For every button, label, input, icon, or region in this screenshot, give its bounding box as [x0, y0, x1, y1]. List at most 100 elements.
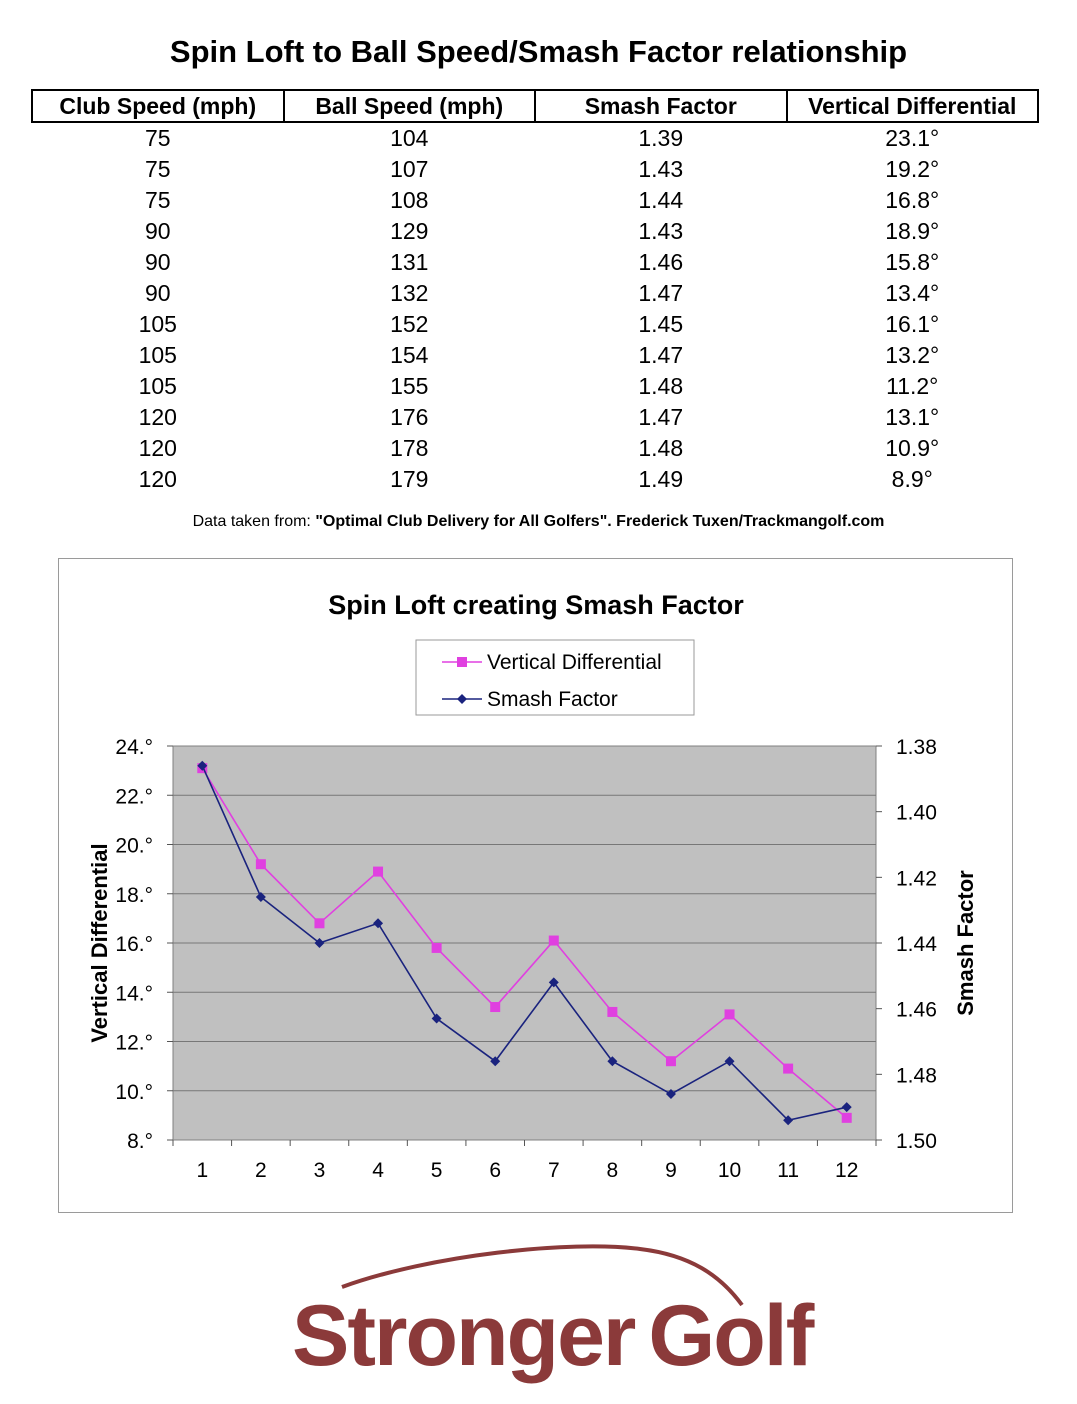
table-cell: 10.9° — [885, 435, 940, 461]
legend-label: Smash Factor — [487, 688, 618, 711]
y2-axis-title: Smash Factor — [953, 870, 978, 1016]
table-row: 120 176 1.47 13.1° — [32, 402, 1038, 433]
legend-marker-square — [457, 657, 467, 667]
x-tick-label: 9 — [665, 1159, 677, 1182]
y-axis-title: Vertical Differential — [87, 843, 112, 1042]
source-citation: "Optimal Club Delivery for All Golfers".… — [315, 513, 885, 530]
table-cell: 120 — [138, 435, 177, 461]
y-tick-label: 24.° — [115, 736, 153, 759]
table-header-cell: Vertical Differential — [785, 89, 1039, 123]
x-tick-label: 3 — [314, 1159, 326, 1182]
table-cell: 1.45 — [638, 311, 684, 337]
y2-tick-label: 1.40 — [896, 802, 937, 825]
table-row: 105 152 1.45 16.1° — [32, 309, 1038, 340]
x-tick-label: 11 — [777, 1159, 799, 1182]
table-cell: 105 — [138, 342, 177, 368]
table-row: 90 131 1.46 15.8° — [32, 247, 1038, 278]
vertical-differential-point — [783, 1063, 794, 1074]
page-title: Spin Loft to Ball Speed/Smash Factor rel… — [169, 34, 908, 69]
table-cell: 8.9° — [891, 466, 933, 492]
table-cell: 75 — [144, 125, 171, 151]
chart: Spin Loft creating Smash Factor Vertical … — [87, 590, 978, 1182]
table-cell: 11.2° — [886, 373, 939, 399]
smash-factor-point — [724, 1056, 735, 1067]
table-cell: 1.44 — [638, 187, 684, 213]
x-tick-label: 8 — [607, 1159, 619, 1182]
smash-factor-point — [255, 892, 266, 903]
y-tick-label: 10.° — [115, 1081, 153, 1104]
table-cell: 75 — [144, 187, 171, 213]
table-row: 75 107 1.43 19.2° — [32, 154, 1038, 185]
table-cell: 19.2° — [885, 156, 940, 182]
table-header-cell: Smash Factor — [534, 89, 788, 123]
table-cell: 90 — [144, 249, 171, 275]
vertical-differential-point — [373, 866, 384, 877]
x-tick-label: 6 — [489, 1159, 501, 1182]
smash-factor-point — [665, 1089, 676, 1100]
table-row: 75 108 1.44 16.8° — [32, 185, 1038, 216]
table-cell: 16.8° — [885, 187, 940, 213]
source-prefix: Data taken from: — [192, 513, 316, 530]
table-cell: 105 — [138, 373, 177, 399]
table-body: 75 104 1.39 23.1° 75 107 1.43 19.2° 75 108 1.44 16.… — [32, 122, 1038, 495]
y2-tick-label: 1.42 — [896, 867, 937, 890]
smash-factor-point — [841, 1102, 852, 1113]
x-tick-label: 2 — [255, 1159, 267, 1182]
source-note: Data taken from: "Optimal Club Delivery … — [0, 513, 1077, 531]
x-tick-label: 4 — [372, 1159, 384, 1182]
vertical-differential-point — [314, 918, 325, 929]
logo-word-golf: Golf — [648, 1288, 814, 1384]
table-cell: 13.1° — [885, 404, 940, 430]
table-cell: 179 — [390, 466, 429, 492]
y-tick-label: 14.° — [115, 982, 153, 1005]
stronger-golf-logo: Stronger Golf — [280, 1235, 814, 1385]
smash-factor-point — [197, 760, 208, 771]
table-cell: 129 — [390, 218, 429, 244]
y-tick-label: 18.° — [115, 884, 153, 907]
y-tick-label: 12.° — [115, 1032, 153, 1055]
vertical-differential-point — [841, 1112, 852, 1123]
table-cell: 178 — [390, 435, 429, 461]
chart-title: Spin Loft creating Smash Factor — [328, 590, 744, 620]
logo-word-stronger: Stronger — [292, 1288, 636, 1384]
chart-frame: Spin Loft creating Smash Factor Vertical … — [58, 558, 1013, 1213]
x-tick-label: 10 — [718, 1159, 741, 1182]
table-row: 90 132 1.47 13.4° — [32, 278, 1038, 309]
y2-tick-label: 1.46 — [896, 999, 937, 1022]
vertical-differential-line — [201, 767, 848, 1119]
table-header-cell: Ball Speed (mph) — [282, 89, 536, 123]
table-cell: 1.47 — [638, 280, 684, 306]
vertical-differential-point — [665, 1056, 676, 1067]
y-tick-label: 20.° — [115, 835, 153, 858]
y-tick-label: 16.° — [115, 933, 153, 956]
y-tick-label: 8.° — [127, 1130, 153, 1153]
x-tick-label: 1 — [196, 1159, 208, 1182]
legend-label: Vertical Differential — [487, 651, 662, 674]
smash-factor-point — [548, 977, 559, 988]
table-cell: 1.46 — [638, 249, 684, 275]
smash-factor-point — [314, 938, 325, 948]
table-cell: 1.43 — [638, 218, 684, 244]
table-cell: 23.1° — [885, 125, 940, 151]
table-cell: 13.4° — [885, 280, 940, 306]
table-cell: 75 — [144, 156, 171, 182]
table-row: 120 179 1.49 8.9° — [32, 464, 1038, 495]
vertical-differential-point — [607, 1006, 618, 1017]
vertical-differential-point — [431, 942, 442, 953]
table-cell: 120 — [138, 404, 177, 430]
table-cell: 152 — [390, 311, 429, 337]
vertical-differential-point — [490, 1002, 501, 1013]
table-cell: 108 — [390, 187, 429, 213]
vertical-differential-point — [255, 859, 266, 870]
table-row: 90 129 1.43 18.9° — [32, 216, 1038, 247]
table-cell: 1.43 — [638, 156, 684, 182]
table-cell: 1.49 — [638, 466, 684, 492]
table-cell: 1.47 — [638, 342, 684, 368]
table-cell: 107 — [390, 156, 429, 182]
table-cell: 1.47 — [638, 404, 684, 430]
table-cell: 105 — [138, 311, 177, 337]
table-cell: 18.9° — [885, 218, 940, 244]
table-cell: 16.1° — [885, 311, 940, 337]
table-cell: 131 — [390, 249, 429, 275]
legend-marker-diamond — [457, 694, 467, 704]
